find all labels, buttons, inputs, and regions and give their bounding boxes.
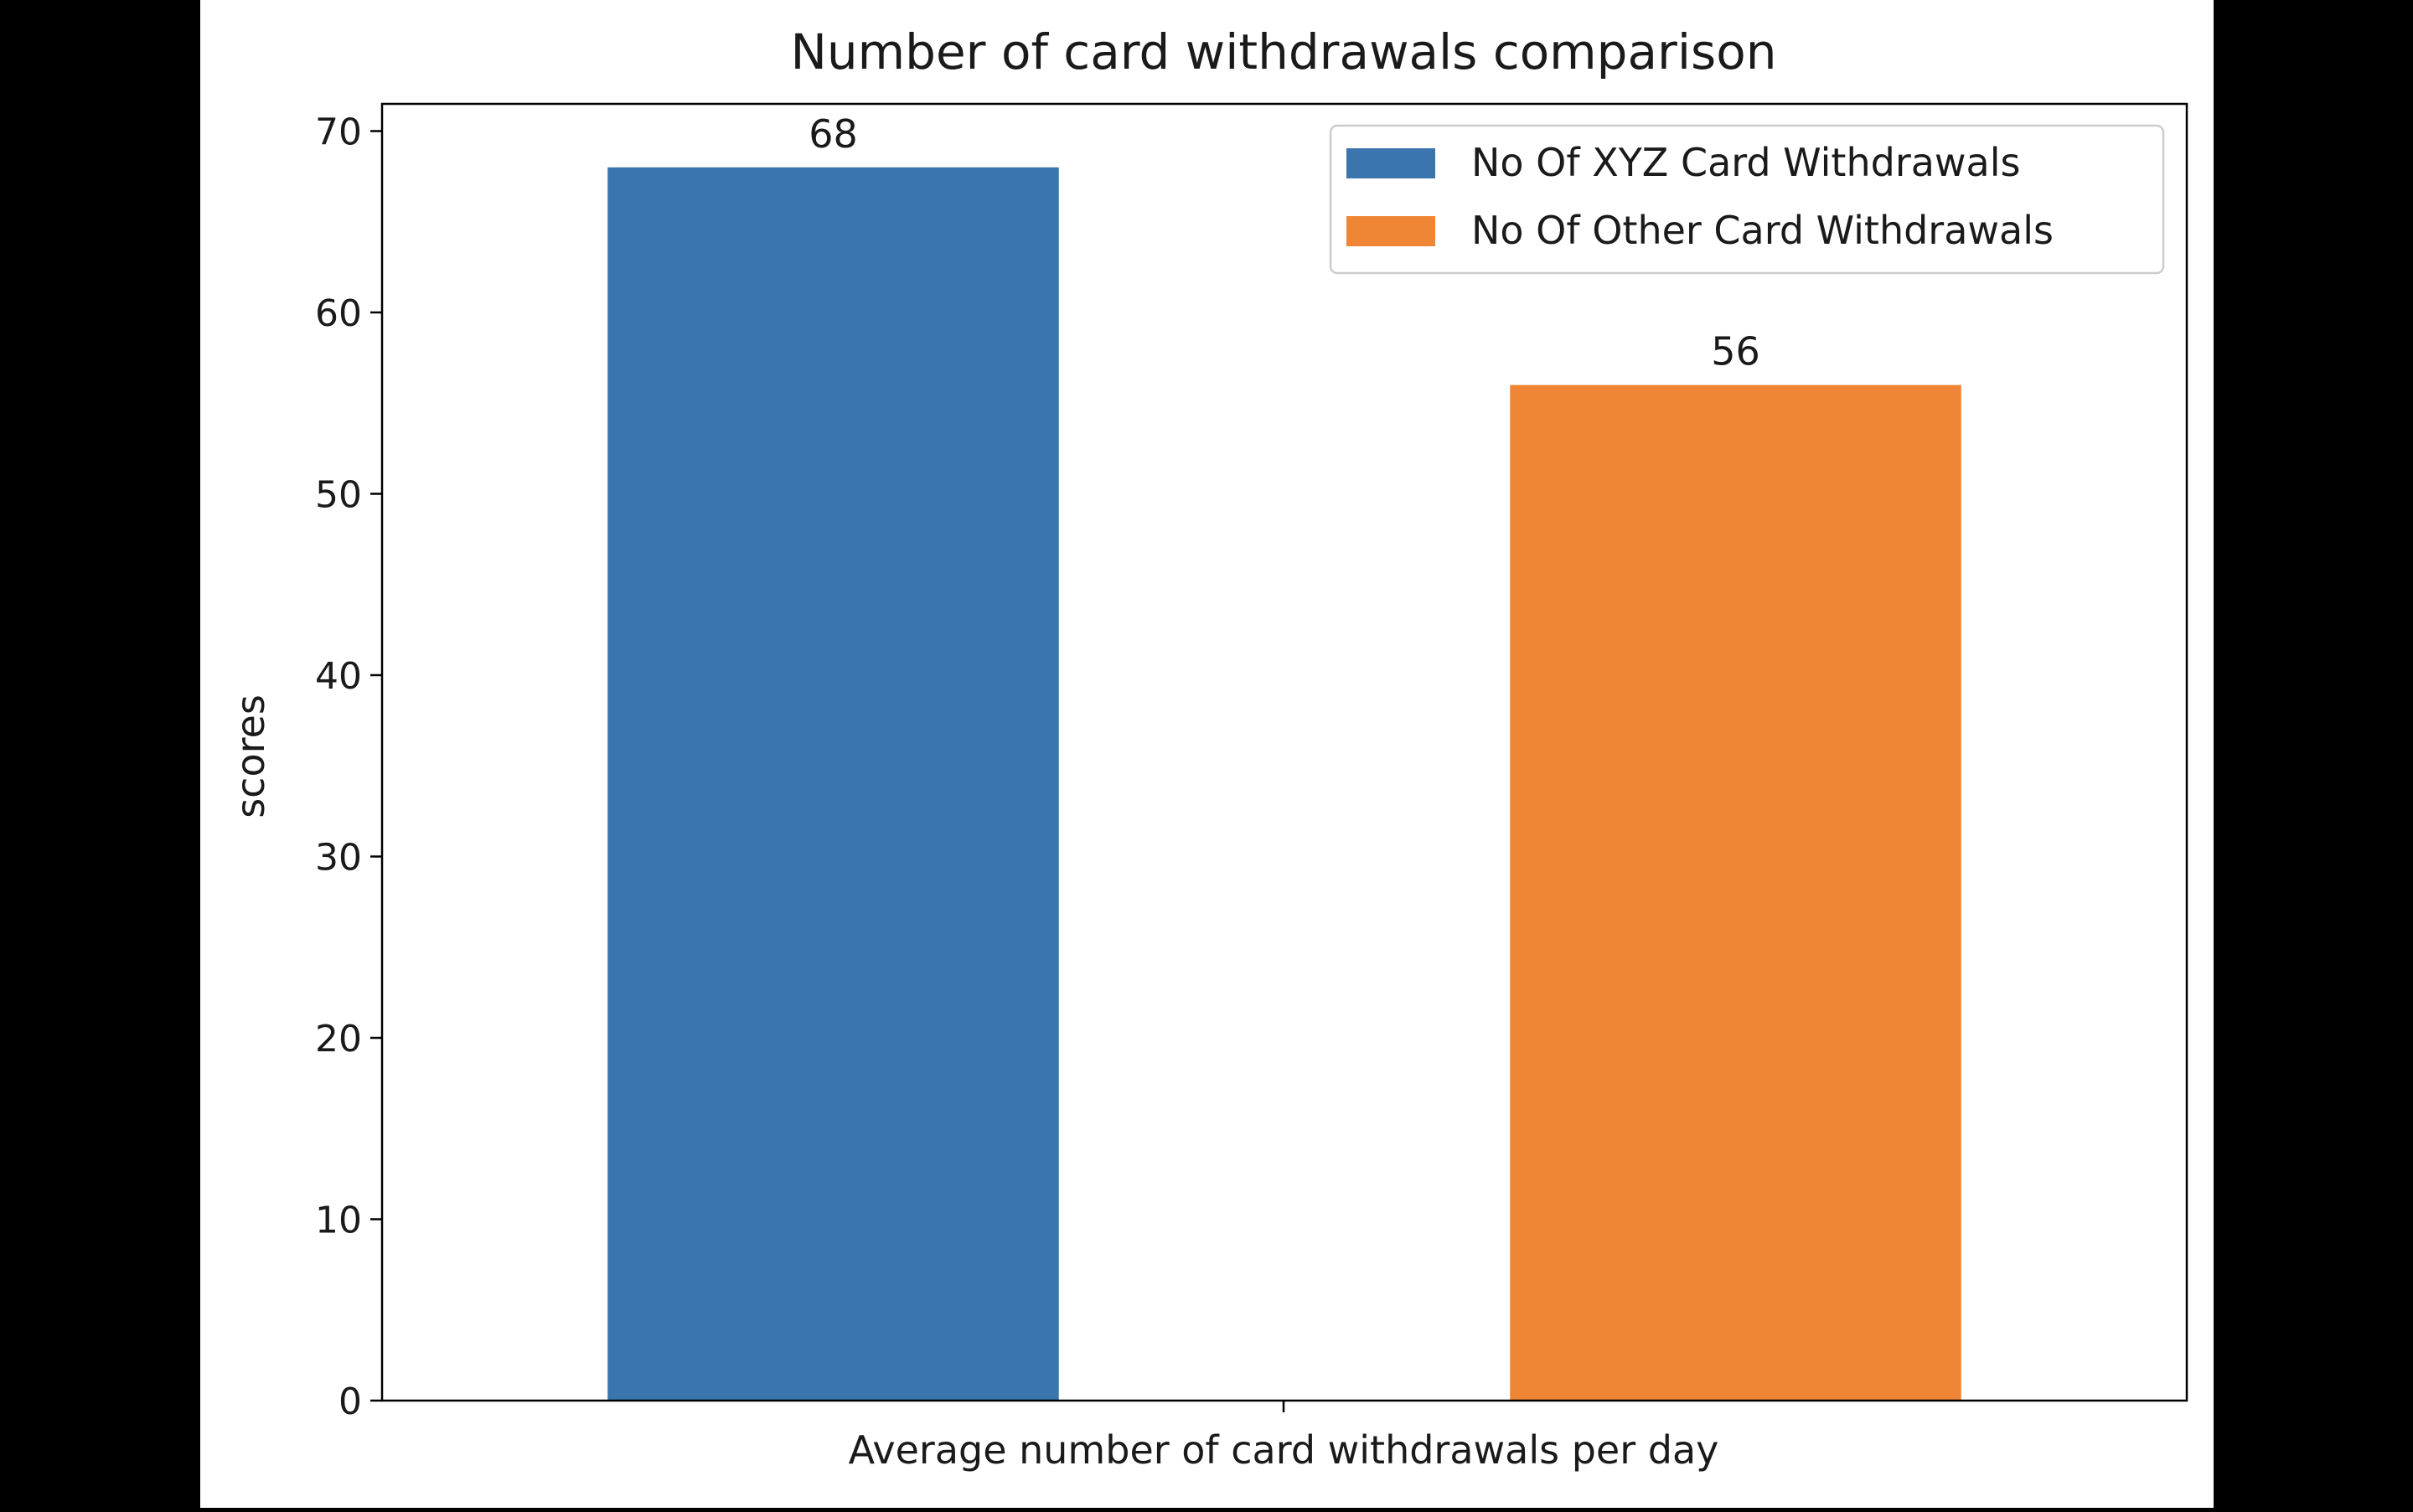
y-tick-label: 20 xyxy=(315,1018,362,1060)
y-ticks-group: 0 10 20 30 40 50 60 70 xyxy=(315,111,382,1423)
y-tick-label: 40 xyxy=(315,655,362,698)
y-tick-label: 30 xyxy=(315,836,362,879)
y-tick-label: 0 xyxy=(338,1380,362,1423)
y-tick-label: 70 xyxy=(315,111,362,153)
bar-other-card-withdrawals xyxy=(1510,384,1961,1401)
bar-value-label: 68 xyxy=(809,111,858,157)
y-tick-label: 50 xyxy=(315,473,362,516)
legend-swatch xyxy=(1346,216,1435,246)
legend-label: No Of Other Card Withdrawals xyxy=(1471,208,2054,253)
x-axis-label: Average number of card withdrawals per d… xyxy=(849,1427,1719,1473)
bar-value-label: 56 xyxy=(1711,329,1760,374)
y-tick-label: 10 xyxy=(315,1199,362,1241)
chart-title: Number of card withdrawals comparison xyxy=(791,23,1777,80)
legend: No Of XYZ Card Withdrawals No Of Other Ca… xyxy=(1329,124,2165,275)
bars-group xyxy=(607,167,1961,1401)
legend-label: No Of XYZ Card Withdrawals xyxy=(1471,140,2020,185)
bar-labels-group: 68 56 xyxy=(809,111,1760,374)
legend-swatch xyxy=(1346,148,1435,178)
bar-xyz-card-withdrawals xyxy=(607,167,1059,1401)
y-tick-label: 60 xyxy=(315,292,362,335)
y-axis-label: scores xyxy=(228,694,273,818)
legend-frame xyxy=(1329,124,2165,275)
